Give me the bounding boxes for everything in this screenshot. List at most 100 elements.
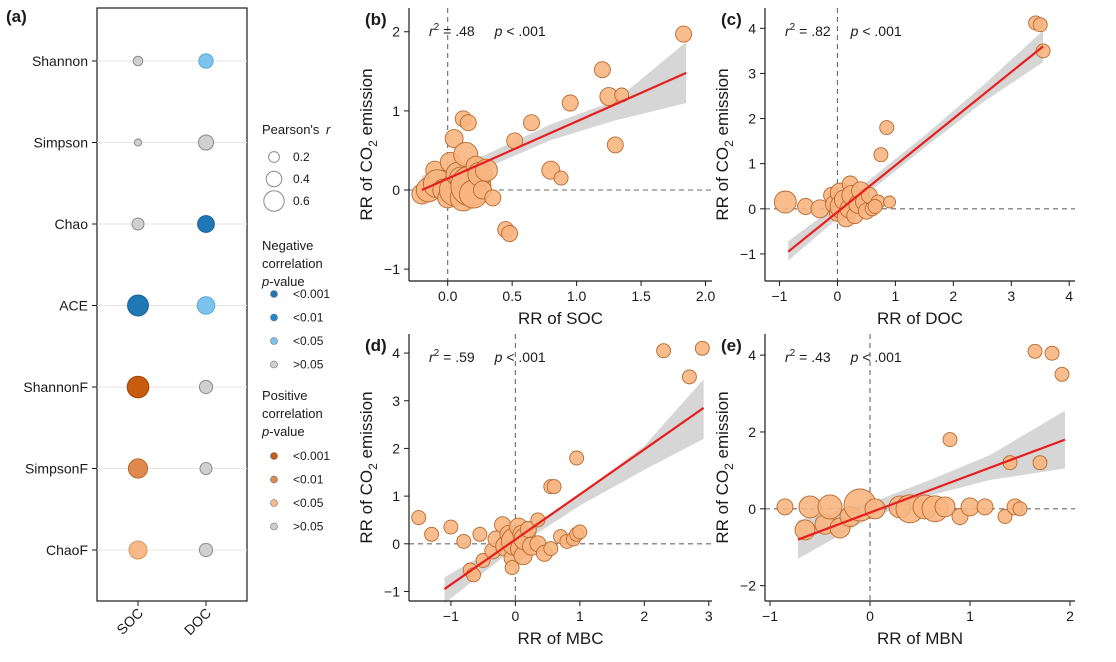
r-squared-symbol: r xyxy=(429,349,435,365)
correlation-bubble xyxy=(197,215,215,233)
y-tick-label: 2 xyxy=(392,440,400,456)
panel-label: (e) xyxy=(721,336,742,355)
x-tick-label: −1 xyxy=(772,288,788,304)
legend-pos-label: >0.05 xyxy=(293,520,324,534)
x-axis-title: RR of MBN xyxy=(877,629,963,648)
correlation-bubble xyxy=(127,458,149,479)
x-tick-label: 3 xyxy=(705,608,713,624)
y-axis-title: RR of CO2 emission xyxy=(713,391,736,543)
r-squared-exponent: 2 xyxy=(790,348,796,359)
y-tick-label: 4 xyxy=(392,345,400,361)
correlation-bubble xyxy=(198,542,214,558)
legend-size-circle xyxy=(268,151,280,163)
y-axis-title-part: RR of CO xyxy=(357,470,376,544)
legend-size-title-r: r xyxy=(326,122,331,137)
data-point xyxy=(960,497,980,517)
legend-size-title-text: Pearson's xyxy=(262,122,320,137)
r-squared-value: = .43 xyxy=(795,349,831,365)
data-point xyxy=(459,114,477,132)
data-point xyxy=(501,225,519,242)
panel-a: (a) Shannon Simpson Chao ACE ShannonF Simpson… xyxy=(6,7,331,638)
y-axis-title-subscript: 2 xyxy=(366,463,380,470)
correlation-bubble xyxy=(127,294,149,317)
data-point xyxy=(543,541,559,557)
panel-a-column-labels: SOC DOC xyxy=(113,601,214,638)
legend-neg-swatch xyxy=(270,337,278,345)
data-point xyxy=(456,533,472,549)
legend-pos-title-2: correlation xyxy=(262,406,323,421)
y-axis-title-part: emission xyxy=(713,391,732,463)
p-value: < .001 xyxy=(502,349,545,365)
y-tick-label: 1 xyxy=(748,156,756,172)
y-tick-label: 4 xyxy=(748,20,756,36)
data-point xyxy=(444,129,464,149)
legend-size-items: 0.2 0.4 0.6 xyxy=(263,150,310,212)
legend-neg-label: >0.05 xyxy=(293,358,324,372)
x-tick-label: 4 xyxy=(1065,288,1073,304)
data-point xyxy=(504,560,520,576)
y-axis-title-subscript: 2 xyxy=(366,140,380,147)
x-axis-title: RR of MBC xyxy=(518,629,604,648)
stat-annotation: r2 = .82 p < .001 xyxy=(785,22,902,39)
y-axis-title-subscript: 2 xyxy=(722,463,736,470)
y-tick-label: 1 xyxy=(392,103,400,119)
scatter-panel-1: (b) 0.0 0.5 1.0 1.5 2.0 −1 0 1 2 RR of SOC RR of CO… xyxy=(357,8,715,328)
panel-label: (d) xyxy=(365,336,387,355)
x-tick-label: 0 xyxy=(834,288,842,304)
legend-pos-title-p: p xyxy=(261,424,269,439)
data-point xyxy=(1032,455,1048,471)
y-tick-label: 0 xyxy=(392,182,400,198)
legend-negative-items: <0.001 <0.01 <0.05 >0.05 xyxy=(270,287,330,372)
regression-line xyxy=(421,71,687,192)
r-squared-value: = .59 xyxy=(439,349,475,365)
confidence-band xyxy=(444,379,704,604)
p-value: < .001 xyxy=(502,23,545,39)
data-point xyxy=(656,343,672,359)
data-point xyxy=(934,496,956,518)
legend-neg-title-p: p xyxy=(261,274,269,289)
p-value: < .001 xyxy=(858,23,901,39)
row-label: ACE xyxy=(59,298,88,314)
legend-size-label: 0.2 xyxy=(293,150,310,164)
panel-a-gridlines xyxy=(97,60,247,551)
data-point xyxy=(1027,343,1043,359)
y-axis-title-subscript: 2 xyxy=(722,140,736,147)
x-tick-label: 0 xyxy=(866,608,874,624)
data-point xyxy=(976,498,994,516)
legend-neg-swatch xyxy=(270,290,278,298)
legend-neg-title-2: correlation xyxy=(262,256,323,271)
legend-pos-label: <0.001 xyxy=(293,449,330,463)
data-point xyxy=(411,510,427,526)
legend-positive-items: <0.001 <0.01 <0.05 >0.05 xyxy=(270,449,330,534)
row-label: ShannonF xyxy=(23,379,88,395)
legend-neg-title-value: -value xyxy=(269,274,304,289)
data-point xyxy=(472,526,488,542)
r-squared-exponent: 2 xyxy=(434,348,440,359)
data-point xyxy=(1012,501,1028,517)
panel-a-row-labels: Shannon Simpson Chao ACE ShannonF SimpsonF Cha… xyxy=(23,53,97,558)
x-tick-label: 0.0 xyxy=(438,288,458,304)
scatter-panels: (b) 0.0 0.5 1.0 1.5 2.0 −1 0 1 2 RR of SOC RR of CO… xyxy=(357,8,1075,648)
x-tick-label: 2 xyxy=(1066,608,1074,624)
y-tick-label: −2 xyxy=(740,578,756,594)
data-point xyxy=(997,509,1013,524)
legend: Pearson's r 0.2 0.4 0.6 Negative correlati… xyxy=(261,122,331,534)
legend-pos-swatch xyxy=(270,475,278,484)
data-point xyxy=(879,120,895,136)
y-tick-label: 0 xyxy=(748,501,756,517)
y-tick-label: 2 xyxy=(748,424,756,440)
y-tick-label: −1 xyxy=(384,583,400,599)
data-point xyxy=(776,498,794,516)
x-tick-label: 2 xyxy=(640,608,648,624)
x-tick-label: 1 xyxy=(966,608,974,624)
x-tick-label: 1.5 xyxy=(631,288,651,304)
p-symbol: p xyxy=(850,349,859,365)
x-tick-label: 2 xyxy=(949,288,957,304)
row-label: SimpsonF xyxy=(25,461,88,477)
p-symbol: p xyxy=(850,23,859,39)
y-tick-label: 3 xyxy=(392,393,400,409)
data-point xyxy=(773,190,797,214)
x-tick-label: 1.0 xyxy=(567,288,587,304)
